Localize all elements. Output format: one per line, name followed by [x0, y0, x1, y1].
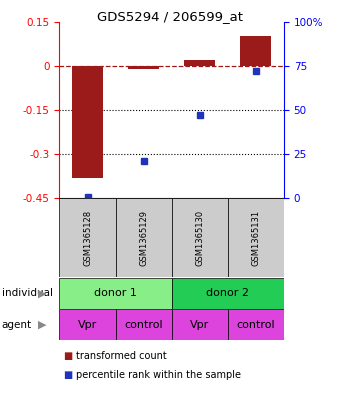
Text: ■: ■ — [63, 351, 72, 361]
Bar — [172, 309, 228, 340]
Bar — [72, 66, 103, 178]
Text: percentile rank within the sample: percentile rank within the sample — [76, 370, 241, 380]
Text: GSM1365130: GSM1365130 — [195, 210, 204, 266]
Text: donor 1: donor 1 — [94, 288, 137, 298]
Bar — [240, 36, 271, 66]
Text: Vpr: Vpr — [190, 320, 209, 330]
Bar — [116, 198, 172, 277]
Bar — [184, 60, 215, 66]
Bar — [172, 198, 228, 277]
Bar — [59, 309, 116, 340]
Bar — [116, 309, 172, 340]
Text: ▶: ▶ — [38, 320, 47, 330]
Text: GSM1365128: GSM1365128 — [83, 210, 92, 266]
Text: control: control — [237, 320, 275, 330]
Text: control: control — [124, 320, 163, 330]
Text: GSM1365131: GSM1365131 — [251, 210, 260, 266]
Text: ■: ■ — [63, 370, 72, 380]
Bar — [172, 278, 284, 309]
Text: Vpr: Vpr — [78, 320, 97, 330]
Bar — [228, 309, 284, 340]
Text: ▶: ▶ — [38, 288, 47, 298]
Bar — [59, 278, 172, 309]
Text: GDS5294 / 206599_at: GDS5294 / 206599_at — [97, 10, 243, 23]
Text: agent: agent — [2, 320, 32, 330]
Bar — [128, 66, 159, 69]
Text: transformed count: transformed count — [76, 351, 167, 361]
Text: GSM1365129: GSM1365129 — [139, 210, 148, 266]
Bar — [59, 198, 116, 277]
Text: individual: individual — [2, 288, 53, 298]
Text: donor 2: donor 2 — [206, 288, 249, 298]
Bar — [228, 198, 284, 277]
